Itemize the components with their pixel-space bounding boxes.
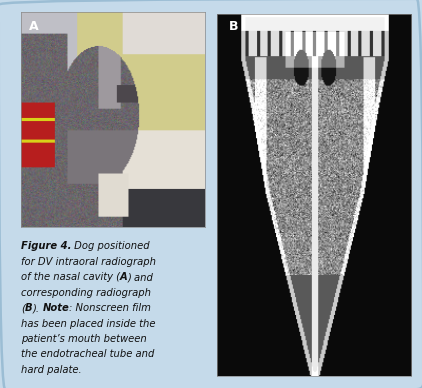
Text: (: ( (21, 303, 25, 313)
Text: for DV intraoral radiograph: for DV intraoral radiograph (21, 256, 156, 267)
Text: corresponding radiograph: corresponding radiograph (21, 288, 151, 298)
Text: Dog positioned: Dog positioned (71, 241, 150, 251)
Text: Note: Note (43, 303, 70, 313)
Text: A: A (28, 20, 38, 33)
Text: : Nonscreen film: : Nonscreen film (70, 303, 151, 313)
Text: of the nasal cavity (: of the nasal cavity ( (21, 272, 120, 282)
Text: B: B (229, 20, 238, 33)
Text: Figure 4.: Figure 4. (21, 241, 71, 251)
Text: A: A (120, 272, 128, 282)
Text: hard palate.: hard palate. (21, 365, 82, 375)
Text: ) and: ) and (128, 272, 154, 282)
Text: patient’s mouth between: patient’s mouth between (21, 334, 147, 344)
Text: B: B (25, 303, 32, 313)
Text: the endotracheal tube and: the endotracheal tube and (21, 350, 154, 359)
Text: has been placed inside the: has been placed inside the (21, 319, 156, 329)
Text: ).: ). (32, 303, 43, 313)
